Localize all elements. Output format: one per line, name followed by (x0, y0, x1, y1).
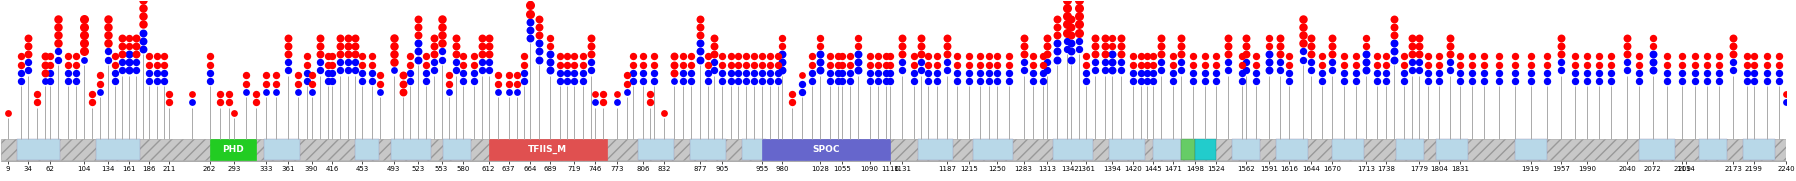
Bar (1742, 139, 1774, 160)
Bar (1699, 139, 1726, 160)
Bar (690, 139, 726, 160)
Text: PHD: PHD (223, 145, 244, 154)
Bar (210, 139, 255, 160)
Bar (1180, 139, 1194, 160)
Bar (97, 139, 140, 160)
Bar (0, 139, 1787, 160)
Bar (444, 139, 471, 160)
Bar (1395, 139, 1424, 160)
Bar (742, 139, 767, 160)
Bar (1153, 139, 1180, 160)
Bar (1194, 139, 1216, 160)
Bar (489, 139, 607, 160)
Bar (973, 139, 1013, 160)
Bar (1277, 139, 1307, 160)
Bar (16, 139, 61, 160)
Bar (1108, 139, 1144, 160)
Text: TFIIS_M: TFIIS_M (528, 145, 568, 154)
Bar (264, 139, 300, 160)
Bar (356, 139, 379, 160)
Bar (1435, 139, 1467, 160)
Bar (639, 139, 674, 160)
Bar (1052, 139, 1094, 160)
Bar (918, 139, 954, 160)
Bar (392, 139, 431, 160)
Bar (1232, 139, 1261, 160)
Bar (1333, 139, 1363, 160)
Text: SPOC: SPOC (812, 145, 841, 154)
Bar (1516, 139, 1548, 160)
Bar (762, 139, 891, 160)
Bar (1640, 139, 1676, 160)
